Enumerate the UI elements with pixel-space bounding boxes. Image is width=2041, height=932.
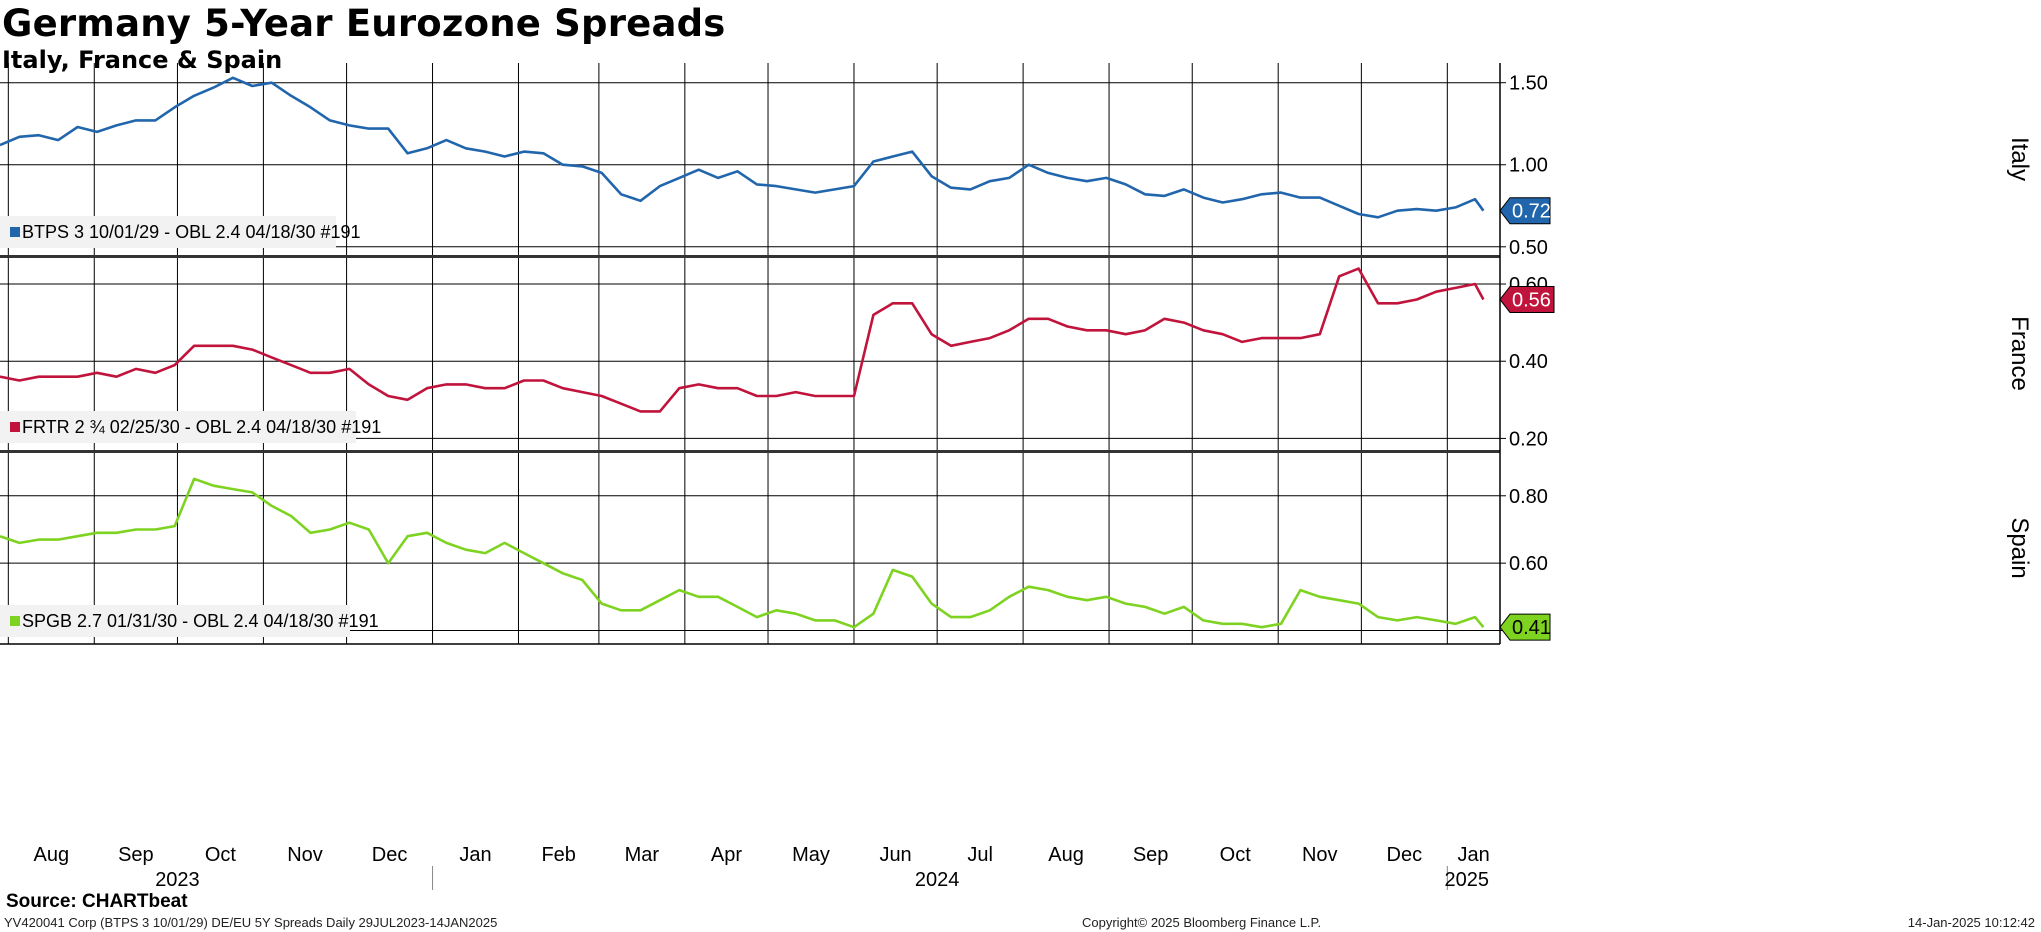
italy-legend-box bbox=[0, 216, 336, 248]
x-tick-label-nov: Nov bbox=[287, 844, 323, 866]
x-year-label-2024: 2024 bbox=[915, 869, 960, 891]
france-legend-swatch bbox=[10, 422, 20, 432]
x-tick-label-jan: Jan bbox=[1458, 844, 1490, 866]
x-tick-label-apr: Apr bbox=[711, 844, 742, 866]
x-tick-label-jan: Jan bbox=[459, 844, 491, 866]
france-legend-label: FRTR 2 ¾ 02/25/30 - OBL 2.4 04/18/30 #19… bbox=[22, 417, 381, 437]
x-tick-label-nov: Nov bbox=[1302, 844, 1338, 866]
chart-subtitle: Italy, France & Spain bbox=[2, 46, 283, 74]
spain-series-line bbox=[0, 477, 1485, 629]
spain-tick-label: 0.60 bbox=[1509, 553, 1548, 575]
france-axis-title: France bbox=[2006, 316, 2033, 391]
x-tick-label-aug: Aug bbox=[33, 844, 69, 866]
x-tick-label-sep: Sep bbox=[118, 844, 154, 866]
spain-tick-label: 0.80 bbox=[1509, 486, 1548, 508]
x-year-label-2023: 2023 bbox=[155, 869, 200, 891]
x-tick-label-oct: Oct bbox=[205, 844, 237, 866]
footer-timestamp: 14-Jan-2025 10:12:42 bbox=[1907, 915, 2035, 930]
spain-legend-label: SPGB 2.7 01/31/30 - OBL 2.4 04/18/30 #19… bbox=[22, 611, 379, 631]
x-tick-label-jul: Jul bbox=[967, 844, 993, 866]
x-year-label-2025: 2025 bbox=[1444, 869, 1489, 891]
spain-last-value-label: 0.41 bbox=[1512, 617, 1551, 639]
x-tick-label-aug: Aug bbox=[1048, 844, 1084, 866]
italy-last-value-tag bbox=[1499, 197, 1551, 225]
source-note: Source: CHARTbeat bbox=[6, 891, 188, 912]
x-tick-label-may: May bbox=[792, 844, 830, 866]
x-tick-label-mar: Mar bbox=[625, 844, 660, 866]
chart-title: Germany 5-Year Eurozone Spreads bbox=[2, 2, 726, 45]
x-tick-label-dec: Dec bbox=[372, 844, 408, 866]
x-tick-label-oct: Oct bbox=[1220, 844, 1252, 866]
italy-legend-label: BTPS 3 10/01/29 - OBL 2.4 04/18/30 #191 bbox=[22, 222, 361, 242]
panel-separator bbox=[0, 450, 1500, 453]
france-last-value-tag bbox=[1499, 285, 1555, 313]
italy-tick-label: 1.00 bbox=[1509, 155, 1548, 177]
spain-legend-swatch bbox=[10, 616, 20, 626]
x-tick-label-feb: Feb bbox=[541, 844, 575, 866]
france-tick-label: 0.40 bbox=[1509, 351, 1548, 373]
italy-legend-swatch bbox=[10, 227, 20, 237]
france-series-line bbox=[0, 267, 1485, 413]
spain-legend-box bbox=[0, 605, 350, 637]
footer-security-info: YV420041 Corp (BTPS 3 10/01/29) DE/EU 5Y… bbox=[4, 915, 498, 930]
panel-separator bbox=[0, 255, 1500, 258]
spain-axis-title: Spain bbox=[2006, 517, 2033, 578]
france-last-value-label: 0.56 bbox=[1512, 289, 1551, 311]
italy-tick-label: 0.50 bbox=[1509, 237, 1548, 259]
france-legend-box bbox=[0, 411, 356, 443]
x-tick-label-dec: Dec bbox=[1387, 844, 1423, 866]
footer-copyright: Copyright© 2025 Bloomberg Finance L.P. bbox=[1082, 915, 1322, 930]
france-tick-label: 0.20 bbox=[1509, 428, 1548, 450]
italy-axis-title: Italy bbox=[2006, 137, 2033, 181]
x-tick-label-jun: Jun bbox=[879, 844, 911, 866]
italy-series-line bbox=[0, 76, 1485, 219]
italy-last-value-label: 0.72 bbox=[1512, 201, 1551, 223]
spain-last-value-tag bbox=[1499, 613, 1551, 641]
italy-tick-label: 1.50 bbox=[1509, 73, 1548, 95]
x-tick-label-sep: Sep bbox=[1133, 844, 1169, 866]
